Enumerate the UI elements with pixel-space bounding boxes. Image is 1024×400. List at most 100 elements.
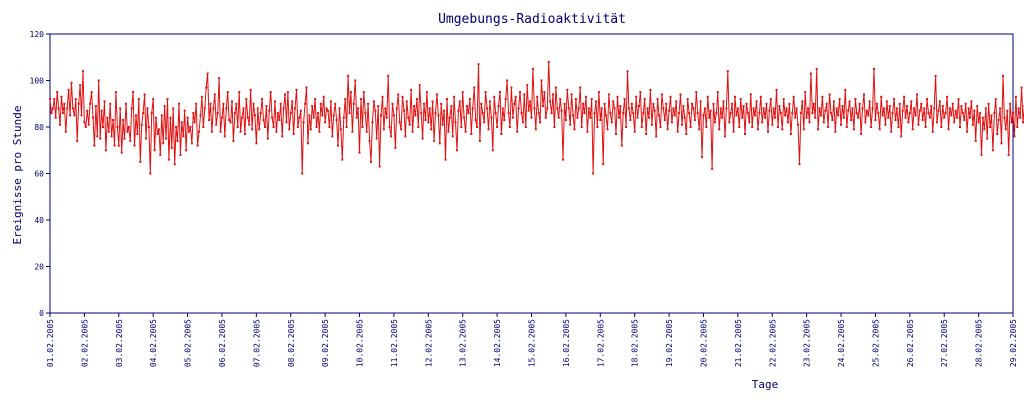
x-tick-label: 26.02.2005	[906, 319, 915, 367]
data-point	[70, 81, 73, 84]
data-point	[609, 112, 612, 115]
data-point	[338, 107, 341, 110]
data-point	[448, 116, 451, 119]
y-tick-label: 100	[30, 77, 45, 86]
data-point	[900, 135, 903, 138]
data-point	[883, 107, 885, 110]
data-point	[157, 128, 160, 131]
data-point	[566, 88, 569, 91]
data-point	[844, 88, 847, 91]
data-point	[71, 107, 74, 110]
data-point	[418, 84, 421, 87]
data-point	[595, 100, 597, 103]
data-point	[491, 149, 494, 152]
plot-frame	[49, 33, 1014, 314]
data-point	[248, 123, 251, 126]
data-point	[663, 119, 666, 121]
data-point	[943, 116, 946, 119]
data-point	[342, 116, 345, 119]
data-point	[660, 93, 663, 96]
data-point	[296, 126, 299, 128]
data-point	[868, 100, 871, 103]
data-point	[345, 126, 348, 128]
data-point	[64, 130, 67, 133]
data-point	[397, 93, 400, 96]
data-point	[854, 98, 857, 101]
data-point	[507, 112, 510, 115]
data-point	[424, 119, 427, 121]
data-point	[142, 112, 145, 115]
data-point	[966, 130, 969, 133]
data-point	[587, 107, 590, 110]
data-point	[321, 114, 324, 117]
data-point	[963, 119, 966, 121]
data-point	[572, 114, 575, 117]
data-point	[312, 116, 315, 119]
data-point	[692, 107, 695, 110]
data-point	[649, 88, 652, 91]
data-point	[246, 116, 249, 119]
data-point	[198, 130, 200, 133]
data-point	[241, 116, 243, 119]
data-point	[380, 114, 382, 117]
data-point	[398, 121, 401, 124]
data-point	[314, 98, 317, 101]
data-point	[284, 93, 286, 96]
data-point	[923, 107, 926, 110]
data-point	[602, 163, 605, 166]
data-point	[977, 121, 980, 124]
data-point	[580, 126, 583, 128]
data-point	[339, 128, 342, 131]
data-point	[685, 133, 688, 135]
data-point	[818, 107, 821, 110]
data-point	[390, 135, 393, 138]
data-point	[1014, 95, 1017, 98]
data-point	[864, 121, 867, 124]
data-point	[824, 109, 827, 112]
chart-title: Umgebungs-Radioaktivität	[438, 12, 626, 27]
data-point	[179, 153, 182, 156]
data-point	[235, 102, 238, 105]
data-point	[428, 107, 431, 110]
data-point	[695, 91, 698, 94]
data-point	[799, 112, 802, 115]
data-point	[145, 137, 147, 140]
data-point	[143, 93, 146, 96]
data-point	[706, 95, 709, 98]
x-tick-label: 10.02.2005	[356, 319, 365, 367]
data-point	[466, 105, 468, 108]
data-point	[596, 126, 599, 128]
data-point	[520, 112, 523, 115]
data-point	[828, 93, 831, 96]
data-point	[719, 107, 722, 110]
data-point	[394, 146, 397, 149]
data-point	[417, 126, 420, 128]
data-point	[172, 107, 175, 110]
data-point	[648, 116, 650, 119]
data-point	[960, 105, 963, 108]
data-point	[759, 95, 762, 98]
data-point	[531, 67, 534, 70]
data-point	[57, 107, 60, 110]
data-point	[686, 98, 689, 101]
data-point	[903, 95, 906, 98]
x-tick-label: 03.02.2005	[115, 319, 124, 367]
data-point	[605, 114, 607, 117]
data-point	[887, 116, 890, 119]
data-point	[774, 116, 777, 119]
data-point	[640, 126, 643, 128]
data-point	[894, 119, 897, 121]
data-point	[931, 130, 934, 133]
data-point	[589, 116, 592, 119]
data-point	[395, 107, 398, 110]
data-point	[736, 107, 739, 110]
data-point	[683, 116, 686, 119]
data-point	[334, 102, 337, 105]
data-point	[251, 128, 254, 131]
data-point	[673, 114, 676, 117]
data-point	[629, 119, 632, 121]
data-point	[771, 123, 774, 126]
data-point	[506, 79, 509, 82]
data-point	[130, 107, 133, 110]
data-point	[709, 109, 712, 112]
